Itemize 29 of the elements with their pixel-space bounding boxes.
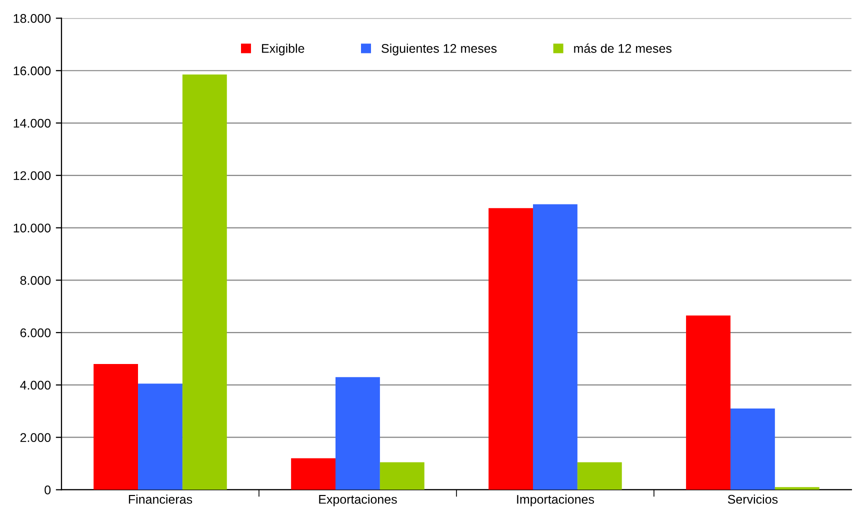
bar	[577, 462, 622, 490]
bar	[774, 487, 820, 490]
y-tick-label: 4.000	[20, 380, 51, 390]
y-tick-label: 6.000	[20, 328, 51, 338]
bar	[380, 462, 424, 490]
x-tick-label: Exportaciones	[319, 494, 397, 506]
x-tick-label: Financieras	[128, 494, 192, 504]
y-tick-label: 0	[44, 486, 51, 494]
y-tick-label: 8.000	[20, 276, 51, 285]
y-tick-label: 16.000	[14, 66, 51, 76]
bar	[532, 204, 578, 490]
y-tick-label: 18.000	[14, 14, 51, 23]
legend-label: Exigible	[262, 44, 304, 56]
bar	[94, 364, 138, 490]
legend-label: más de 12 meses	[574, 44, 672, 53]
x-tick-label: Servicios	[728, 494, 778, 504]
bar	[182, 74, 227, 490]
y-tick-label: 2.000	[20, 433, 51, 442]
bar	[138, 384, 182, 490]
y-tick-label: 12.000	[14, 171, 51, 180]
y-tick-label: 10.000	[14, 224, 51, 232]
bar	[336, 377, 380, 490]
bar	[730, 408, 775, 490]
x-tick-label: Importaciones	[517, 494, 594, 506]
bar	[291, 458, 336, 490]
bar	[488, 208, 533, 490]
bar	[686, 316, 730, 490]
legend-label: Siguientes 12 meses	[382, 44, 497, 56]
y-tick-label: 14.000	[14, 118, 51, 128]
